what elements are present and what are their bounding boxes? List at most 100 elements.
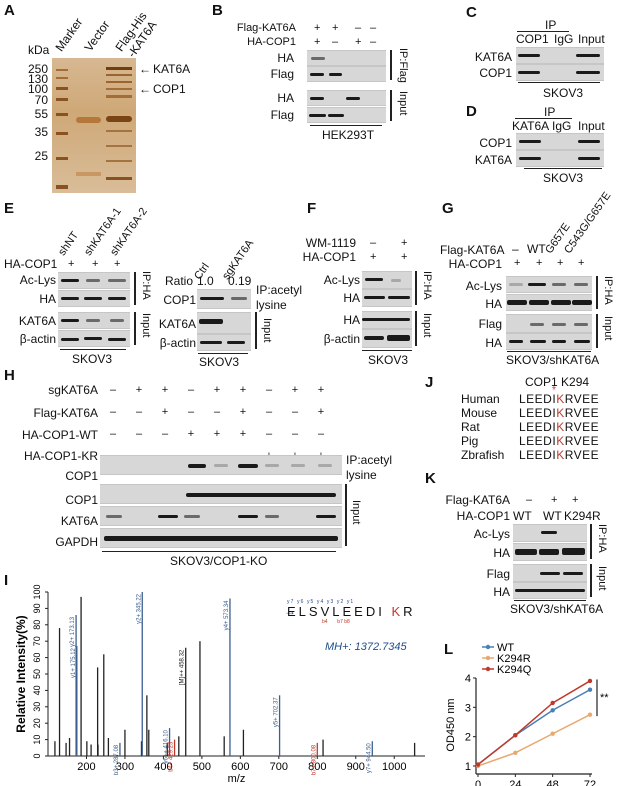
ip-label: IP bbox=[545, 18, 557, 32]
row-label: HA bbox=[39, 292, 56, 306]
x-tick-label: 600 bbox=[231, 761, 249, 773]
cell-line-label: SKOV3 bbox=[199, 355, 240, 369]
blot-strip bbox=[516, 133, 604, 150]
mw-250: 250 bbox=[27, 62, 48, 76]
y-ion-markers: y7 y6 y5 y4 y3 y2 y1 bbox=[287, 599, 355, 605]
condition-label: Flag-KAT6A bbox=[445, 493, 510, 507]
bracket bbox=[590, 524, 592, 559]
panel-label: B bbox=[212, 2, 223, 19]
y-axis-label: Relative Intensity(%) bbox=[14, 615, 28, 732]
arrow-kat6a-label: KAT6A bbox=[153, 62, 191, 76]
column-header: COP1 bbox=[516, 32, 549, 46]
data-point bbox=[513, 733, 518, 738]
gel-band bbox=[106, 160, 132, 162]
data-point bbox=[587, 687, 593, 692]
group-lysine: lysine bbox=[346, 468, 377, 482]
blot-strip bbox=[307, 50, 386, 66]
condition-value: + bbox=[557, 257, 564, 269]
legend-label: K294Q bbox=[497, 664, 532, 676]
row-label: COP1 bbox=[163, 293, 196, 307]
panel-label: E bbox=[4, 200, 15, 217]
divider bbox=[524, 168, 602, 169]
blot-strip bbox=[100, 506, 342, 526]
row-label: COP1 bbox=[479, 66, 512, 80]
panel-label: C bbox=[466, 4, 477, 21]
condition-value: – bbox=[109, 406, 117, 418]
n-terminal-acetyl-icon: → bbox=[284, 604, 296, 618]
row-label: HA bbox=[277, 51, 294, 65]
condition-value: + bbox=[536, 257, 543, 269]
group-ip-ha: IP:HA bbox=[602, 276, 614, 305]
peak-label: y4+ 573.34 bbox=[224, 600, 230, 631]
condition-value: + bbox=[314, 22, 321, 34]
bracket bbox=[390, 90, 392, 121]
blot-strip bbox=[307, 107, 386, 123]
column-header: IgG bbox=[552, 119, 572, 133]
group-ip-ha: IP:HA bbox=[596, 524, 608, 553]
lane-marker: Marker bbox=[52, 15, 86, 54]
blot-strip bbox=[307, 66, 386, 82]
y-tick-label: 30 bbox=[32, 702, 42, 712]
bracket bbox=[590, 564, 592, 597]
condition-flag-kat6a: Flag-KAT6A bbox=[236, 22, 296, 34]
divider bbox=[518, 82, 600, 83]
x-tick-label: 300 bbox=[116, 761, 134, 773]
marker-band bbox=[56, 113, 68, 116]
row-label: HA bbox=[493, 546, 510, 560]
condition-value: – bbox=[355, 22, 362, 34]
blot-strip bbox=[506, 314, 592, 333]
panel-label: D bbox=[466, 103, 477, 120]
x-tick-label: 0 bbox=[475, 779, 481, 786]
group-lysine: lysine bbox=[256, 298, 287, 312]
panel-label: A bbox=[4, 2, 15, 19]
divider bbox=[362, 350, 412, 351]
cell-line-label: SKOV3/COP1-KO bbox=[170, 554, 268, 568]
condition-value: + bbox=[239, 384, 247, 396]
cell-line-label: SKOV3/shKAT6A bbox=[506, 353, 600, 367]
row-label: COP1 bbox=[65, 493, 98, 507]
peak-label: b4+ 429.23 bbox=[169, 741, 175, 772]
marker-band bbox=[56, 77, 68, 79]
cell-line-label: SKOV3 bbox=[543, 171, 584, 185]
condition-value: + bbox=[514, 257, 521, 269]
divider bbox=[60, 349, 126, 350]
vector-band bbox=[76, 172, 101, 176]
species-name: Rat bbox=[461, 420, 480, 434]
peak-label: b3+ 287.08 bbox=[114, 744, 120, 775]
data-point bbox=[513, 750, 518, 755]
bracket bbox=[390, 50, 392, 80]
significance-label: ** bbox=[600, 692, 609, 704]
bracket bbox=[415, 271, 417, 305]
condition-label: WM-1119 bbox=[305, 236, 356, 250]
marker-band bbox=[56, 132, 68, 135]
condition-value: + bbox=[239, 428, 247, 440]
column-header: Input bbox=[578, 32, 605, 46]
series-line bbox=[477, 713, 591, 767]
species-name: Human bbox=[461, 392, 500, 406]
condition-value: + bbox=[213, 384, 221, 396]
kda-label: kDa bbox=[28, 43, 50, 57]
mw-35: 35 bbox=[34, 125, 48, 139]
blot-strip bbox=[58, 290, 130, 307]
sequence: RVEE bbox=[564, 392, 600, 406]
blot-strip bbox=[362, 271, 412, 289]
blot-strip bbox=[58, 330, 130, 347]
row-label: β-actin bbox=[19, 332, 56, 346]
row-label: β-actin bbox=[159, 336, 196, 350]
sequence: LEEDI bbox=[519, 406, 557, 420]
peak-label: y7+ 944.50 bbox=[366, 743, 372, 774]
column-header: KAT6A bbox=[512, 119, 550, 133]
gel-band bbox=[106, 145, 132, 147]
row-label: COP1 bbox=[479, 136, 512, 150]
peak-label: y5+ 702.37 bbox=[274, 697, 280, 728]
group-input: Input bbox=[602, 316, 614, 341]
lane-label: – bbox=[512, 242, 519, 256]
marker-band bbox=[56, 157, 68, 160]
blot-strip bbox=[307, 90, 386, 106]
group-ip-flag: IP:Flag bbox=[397, 48, 409, 83]
cell-line-label: HEK293T bbox=[322, 128, 375, 142]
blot-strip bbox=[58, 312, 130, 329]
divider bbox=[514, 600, 586, 601]
row-label: HA bbox=[493, 585, 510, 599]
blot-strip bbox=[513, 582, 587, 599]
